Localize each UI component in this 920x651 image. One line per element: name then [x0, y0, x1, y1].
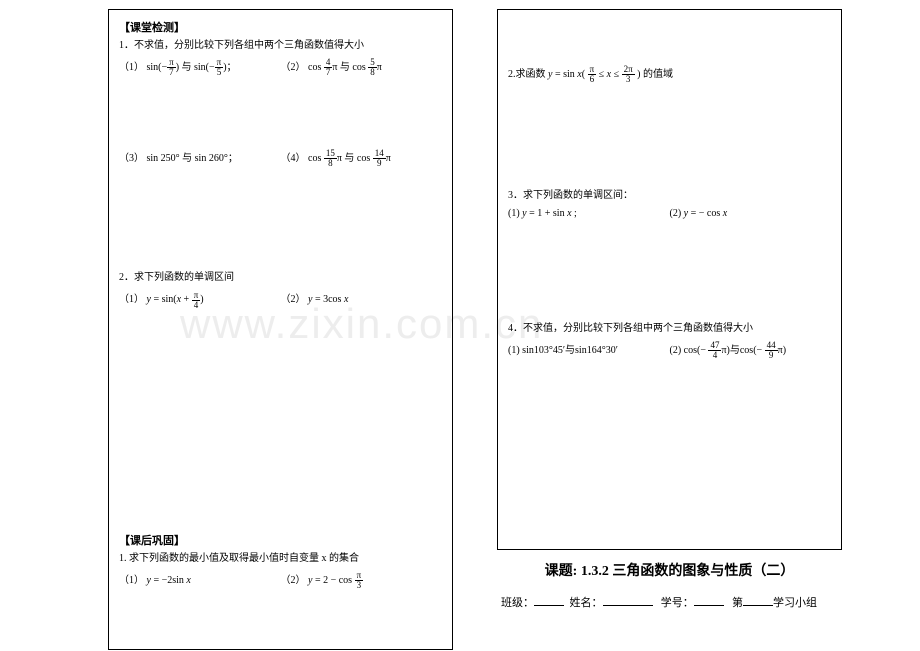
problem-r2a: (1) y = 1 + sin x ;	[508, 208, 670, 219]
expr-r2b: y = − cos x	[684, 208, 728, 219]
label-3b: （2）	[281, 575, 306, 586]
label-1a: （1）	[119, 62, 144, 73]
problem-2b: （2） y = 3cos x	[281, 290, 443, 309]
problem-1d: （4） cos 158π 与 cos 149π	[281, 149, 443, 168]
problem-r2-row: (1) y = 1 + sin x ; (2) y = − cos x	[508, 208, 831, 219]
label-1b: （2）	[281, 62, 306, 73]
name-blank	[603, 594, 653, 606]
problem-3-row: （1） y = −2sin x （2） y = 2 − cos π3	[119, 571, 442, 590]
id-blank	[694, 594, 724, 606]
problem-2-row: （1） y = sin(x + π4) （2） y = 3cos x	[119, 290, 442, 309]
problem-1-row1: （1） sin(−π7) 与 sin(−π5)； （2） cos 47π 与 c…	[119, 58, 442, 77]
class-label: 班级：	[501, 597, 534, 609]
left-page: 【课堂检测】 1．不求值，分别比较下列各组中两个三角函数值得大小 （1） sin…	[108, 9, 453, 650]
problem-1: 1．不求值，分别比较下列各组中两个三角函数值得大小	[119, 38, 442, 54]
problem-r2b: (2) y = − cos x	[670, 208, 832, 219]
section-classroom-title: 【课堂检测】	[119, 19, 442, 35]
section-homework-title: 【课后巩固】	[119, 532, 442, 548]
label-2b: （2）	[281, 294, 306, 305]
group-prefix: 第	[732, 597, 743, 609]
problem-r2: 3．求下列函数的单调区间：	[508, 188, 831, 204]
problem-r3-row: (1) sin103°45′与sin164°30′ (2) cos(− 474π…	[508, 341, 831, 360]
group-blank	[743, 594, 773, 606]
expr-r3b: cos(− 474π)与cos(− 449π)	[684, 345, 786, 356]
expr-3a: y = −2sin x	[147, 575, 191, 586]
id-label: 学号：	[661, 597, 694, 609]
class-blank	[534, 594, 564, 606]
problem-3a: （1） y = −2sin x	[119, 571, 281, 590]
expr-1b: cos 47π 与 cos 58π	[308, 62, 382, 73]
expr-r2a: y = 1 + sin x ;	[522, 208, 577, 219]
problem-r3a: (1) sin103°45′与sin164°30′	[508, 341, 670, 360]
r1-prefix: 2.求函数	[508, 69, 546, 80]
expr-1c: sin 250° 与 sin 260°；	[147, 153, 238, 164]
problem-3b: （2） y = 2 − cos π3	[281, 571, 443, 590]
problem-1-row2: （3） sin 250° 与 sin 260°； （4） cos 158π 与 …	[119, 149, 442, 168]
label-r3b: (2)	[670, 345, 682, 356]
label-r2a: (1)	[508, 208, 520, 219]
name-label: 姓名：	[570, 597, 603, 609]
lesson-title: 课题: 1.3.2 三角函数的图象与性质（二）	[497, 560, 842, 580]
r1-expr: y = sin x( π6 ≤ x ≤ 2π3 ) 的值域	[548, 69, 673, 80]
label-3a: （1）	[119, 575, 144, 586]
expr-r3a: sin103°45′与sin164°30′	[522, 345, 618, 356]
problem-2a: （1） y = sin(x + π4)	[119, 290, 281, 309]
expr-1a: sin(−π7) 与 sin(−π5)；	[147, 62, 237, 73]
problem-r3: 4．不求值，分别比较下列各组中两个三角函数值得大小	[508, 321, 831, 337]
right-page: 2.求函数 y = sin x( π6 ≤ x ≤ 2π3 ) 的值域 3．求下…	[497, 9, 842, 550]
problem-1c: （3） sin 250° 与 sin 260°；	[119, 149, 281, 168]
lesson-footer: 课题: 1.3.2 三角函数的图象与性质（二） 班级： 姓名： 学号： 第 学习小…	[497, 560, 842, 610]
label-1d: （4）	[281, 153, 306, 164]
group-suffix: 学习小组	[773, 597, 817, 609]
label-r3a: (1)	[508, 345, 520, 356]
expr-2b: y = 3cos x	[308, 294, 348, 305]
label-2a: （1）	[119, 294, 144, 305]
student-info-line: 班级： 姓名： 学号： 第 学习小组	[497, 594, 842, 610]
label-1c: （3）	[119, 153, 144, 164]
expr-3b: y = 2 − cos π3	[308, 575, 363, 586]
problem-2: 2．求下列函数的单调区间	[119, 270, 442, 286]
problem-r3b: (2) cos(− 474π)与cos(− 449π)	[670, 341, 832, 360]
expr-2a: y = sin(x + π4)	[147, 294, 204, 305]
problem-1b: （2） cos 47π 与 cos 58π	[281, 58, 443, 77]
label-r2b: (2)	[670, 208, 682, 219]
problem-1a: （1） sin(−π7) 与 sin(−π5)；	[119, 58, 281, 77]
problem-3: 1. 求下列函数的最小值及取得最小值时自变量 x 的集合	[119, 551, 442, 567]
problem-r1: 2.求函数 y = sin x( π6 ≤ x ≤ 2π3 ) 的值域	[508, 65, 831, 84]
expr-1d: cos 158π 与 cos 149π	[308, 153, 391, 164]
